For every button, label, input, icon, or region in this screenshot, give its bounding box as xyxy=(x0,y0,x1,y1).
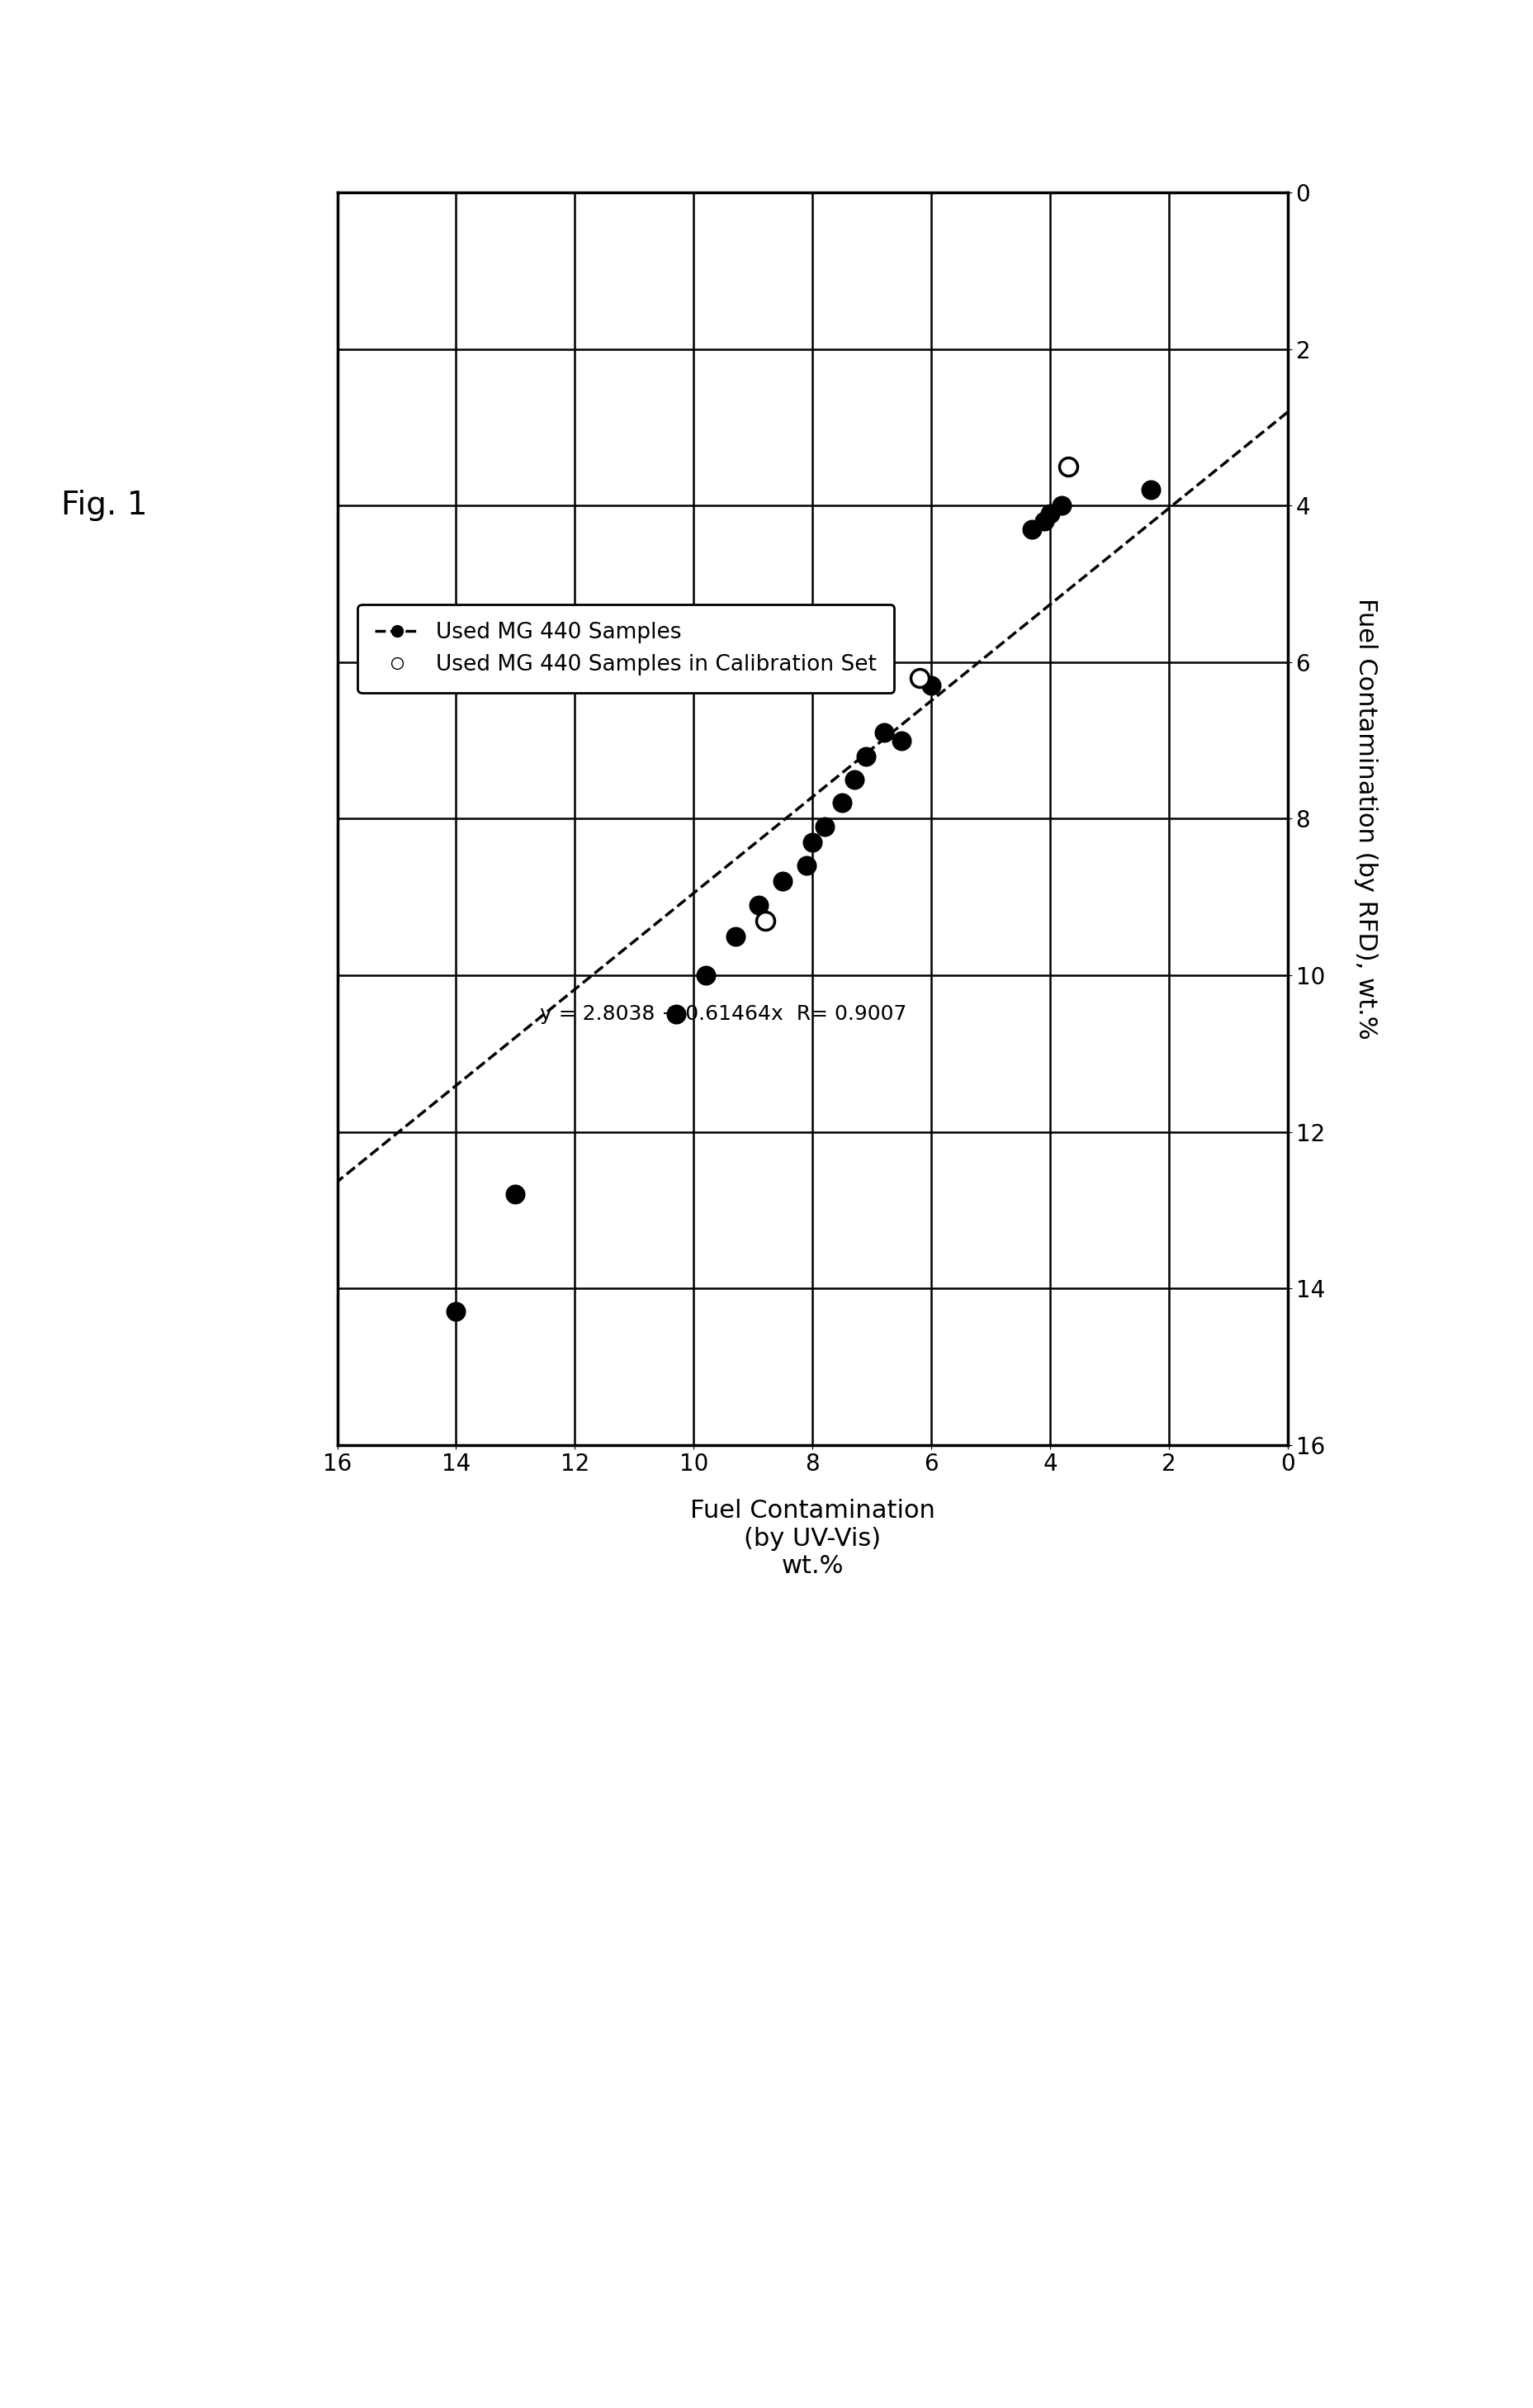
Point xyxy=(1032,503,1056,542)
Point xyxy=(1019,510,1044,549)
Point xyxy=(829,785,854,824)
Point xyxy=(1038,494,1062,532)
Point xyxy=(1056,448,1081,486)
Point xyxy=(908,657,932,698)
Point xyxy=(854,737,878,775)
Point xyxy=(753,901,777,939)
Point xyxy=(871,713,895,751)
Point xyxy=(812,807,837,845)
Point xyxy=(1050,486,1075,525)
Text: Fig. 1: Fig. 1 xyxy=(61,489,147,523)
Point xyxy=(889,722,914,761)
Point xyxy=(1139,472,1164,510)
Point xyxy=(842,761,866,799)
X-axis label: Fuel Contamination
(by UV-Vis)
wt.%: Fuel Contamination (by UV-Vis) wt.% xyxy=(690,1498,935,1577)
Legend: Used MG 440 Samples, Used MG 440 Samples in Calibration Set: Used MG 440 Samples, Used MG 440 Samples… xyxy=(357,604,894,694)
Point xyxy=(664,995,688,1033)
Point xyxy=(794,845,819,884)
Point xyxy=(503,1175,527,1214)
Point xyxy=(445,1293,469,1332)
Point xyxy=(747,886,771,925)
Point xyxy=(920,667,944,706)
Point xyxy=(800,824,825,862)
Text: y = 2.8038 + 0.61464x  R= 0.9007: y = 2.8038 + 0.61464x R= 0.9007 xyxy=(540,1004,908,1023)
Point xyxy=(724,917,748,956)
Point xyxy=(693,956,717,995)
Point xyxy=(771,862,796,901)
Y-axis label: Fuel Contamination (by RFD), wt.%: Fuel Contamination (by RFD), wt.% xyxy=(1354,597,1378,1040)
